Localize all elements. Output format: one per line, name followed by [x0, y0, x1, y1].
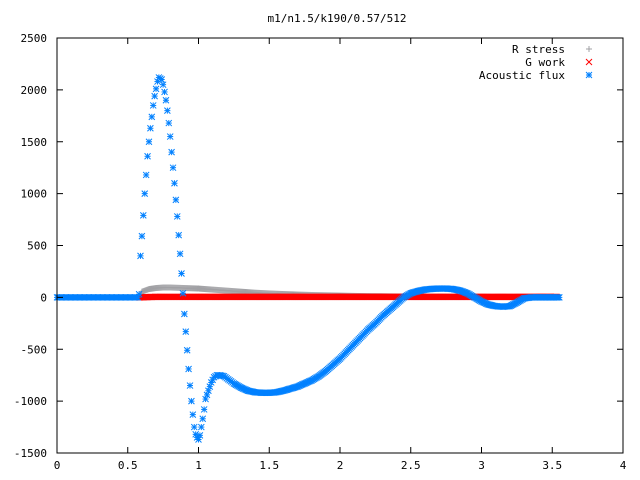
data-point — [179, 289, 187, 297]
x-tick-label: 0 — [54, 459, 61, 472]
y-tick-label: 2500 — [21, 32, 48, 45]
data-point — [159, 81, 167, 89]
data-point — [206, 383, 214, 390]
legend-marker — [585, 58, 593, 66]
data-point — [190, 423, 198, 431]
data-point — [196, 432, 204, 439]
data-point — [141, 190, 149, 197]
data-point — [135, 290, 143, 298]
data-point — [137, 252, 144, 260]
data-point — [182, 328, 190, 335]
data-point — [185, 365, 192, 373]
data-point — [171, 179, 178, 187]
data-point — [164, 107, 171, 114]
data-point — [145, 138, 153, 146]
data-point — [199, 415, 207, 423]
data-point — [161, 88, 168, 96]
data-point — [188, 397, 195, 405]
plot-frame — [56, 37, 624, 454]
y-tick-label: 1500 — [21, 136, 48, 149]
data-point — [168, 148, 175, 156]
data-point — [176, 250, 184, 258]
y-tick-label: -1500 — [14, 447, 47, 460]
data-point — [189, 411, 197, 418]
x-tick-label: 3 — [478, 459, 485, 472]
legend-marker — [586, 46, 592, 52]
x-tick-label: 4 — [620, 459, 627, 472]
data-point — [195, 436, 202, 443]
data-point — [180, 310, 188, 318]
series-g-work — [135, 293, 560, 301]
y-tick-label: 500 — [27, 240, 47, 253]
y-tick-label: -500 — [21, 343, 48, 356]
series-layer — [53, 74, 563, 443]
series-acoustic-flux — [53, 74, 563, 443]
data-point — [186, 382, 194, 389]
data-point — [205, 387, 212, 395]
data-point — [149, 102, 157, 109]
x-tick-label: 3.5 — [542, 459, 562, 472]
legend-label: R stress — [512, 43, 565, 56]
data-point — [142, 171, 150, 179]
chart-title: m1/n1.5/k190/0.57/512 — [267, 12, 406, 25]
y-tick-label: 1000 — [21, 188, 48, 201]
data-point — [172, 196, 180, 204]
data-point — [152, 85, 160, 93]
x-tick-label: 1.5 — [259, 459, 279, 472]
y-tick-label: 2000 — [21, 84, 48, 97]
data-point — [162, 96, 170, 104]
data-point — [183, 346, 191, 354]
data-point — [200, 406, 208, 413]
data-point — [147, 124, 154, 132]
data-point — [202, 395, 209, 403]
data-point — [138, 232, 146, 240]
data-point — [139, 212, 147, 219]
data-point — [197, 423, 205, 431]
data-point — [555, 294, 563, 301]
legend-marker — [585, 71, 593, 79]
x-tick-label: 2.5 — [401, 459, 421, 472]
data-point — [165, 119, 173, 127]
data-point — [158, 76, 166, 83]
data-point — [203, 391, 211, 399]
y-tick-label: -1000 — [14, 395, 47, 408]
y-tick-label: 0 — [40, 291, 47, 304]
data-point — [144, 152, 151, 160]
data-point — [178, 270, 185, 277]
data-point — [148, 113, 156, 121]
legend-label: Acoustic flux — [479, 69, 565, 82]
data-point — [169, 164, 177, 172]
x-tick-label: 1 — [195, 459, 202, 472]
data-point — [151, 92, 158, 100]
data-point — [175, 231, 183, 239]
legend-label: G work — [525, 56, 565, 69]
tick-layer: 0 0.5 1 1.5 2 2.5 3 3.5 4 -1500 -1000 -500 0 500 1000 1… — [14, 32, 627, 472]
x-tick-label: 2 — [337, 459, 344, 472]
data-point — [166, 133, 174, 140]
x-tick-label: 0.5 — [118, 459, 138, 472]
data-point — [173, 213, 181, 220]
